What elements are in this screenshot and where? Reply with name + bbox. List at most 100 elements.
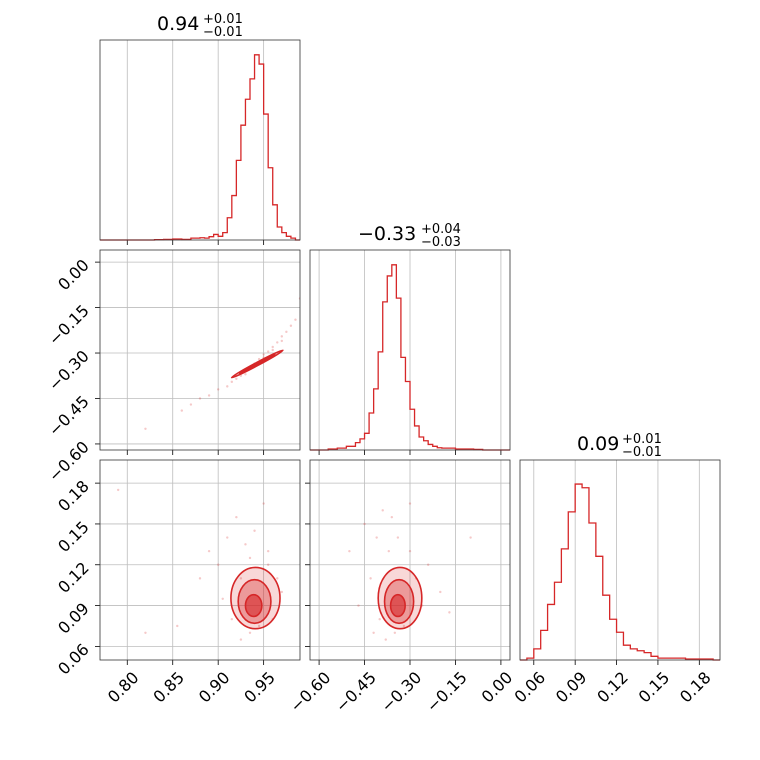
lower_10-scatter-point-4 [207, 394, 211, 397]
lower_10-scatter-point-13 [257, 357, 261, 361]
lower_20-contour-2 [244, 593, 263, 618]
lower_20-scatter-point-18 [276, 577, 279, 580]
title-diag-0-value: 0.94 [157, 13, 199, 35]
title-diag-0-plus: +0.01 [203, 12, 243, 27]
lower_20-scatter-point-12 [248, 631, 252, 634]
lower_20-scatter-point-22 [239, 577, 243, 580]
lower_20-scatter-point-0 [116, 488, 120, 492]
diag_1-histogram [310, 264, 510, 451]
title-diag-1-minus: −0.03 [421, 235, 461, 250]
panel-lower-20 [95, 459, 301, 665]
lower_20-scatter-point-16 [266, 563, 270, 566]
lower_20-scatter-point-21 [248, 556, 252, 560]
diag_0-histogram [100, 54, 300, 241]
y-tick-label-row2-2: 0.12 [54, 558, 93, 597]
lower_10-scatter-point-16 [271, 345, 274, 349]
lower_20-scatter-point-19 [280, 590, 284, 594]
x-tick-label-col1-4: 0.00 [478, 668, 517, 707]
lower_20-scatter-point-8 [230, 617, 234, 621]
y-tick-label-row1-2: −0.30 [45, 346, 93, 394]
lower_21-scatter-point-1 [357, 604, 360, 607]
lower_21-frame [309, 459, 511, 661]
lower_10-scatter-point-0 [144, 427, 147, 430]
lower_20-content [116, 488, 284, 641]
lower_21-scatter-point-9 [387, 549, 390, 553]
x-tick-label-col2-1: 0.09 [552, 668, 591, 707]
title-diag-1-value: −0.33 [358, 223, 416, 245]
lower_21-scatter-point-3 [369, 577, 372, 580]
y-tick-label-row1-0: 0.00 [54, 256, 93, 295]
lower_10-scatter-point-5 [216, 388, 220, 391]
lower_10-scatter-point-23 [244, 373, 247, 376]
y-tick-label-row2-4: 0.06 [54, 640, 93, 679]
lower_10-scatter-point-8 [235, 377, 238, 380]
x-tick-label-col1-0: −0.60 [286, 668, 334, 716]
x-tick-label-col1-3: −0.15 [423, 668, 471, 716]
lower_10-scatter-point-15 [266, 350, 270, 353]
lower_10-scatter-point-27 [280, 339, 284, 343]
lower_20-scatter-point-4 [207, 549, 211, 553]
x-tick-label-col0-2: 0.90 [195, 668, 234, 707]
x-tick-label-col2-3: 0.15 [635, 668, 674, 707]
lower_10-scatter-point-26 [271, 348, 274, 352]
x-tick-label-col1-1: −0.45 [332, 668, 380, 716]
lower_10-scatter-point-2 [189, 403, 193, 406]
lower_10-scatter-point-6 [226, 385, 229, 388]
lower_10-scatter-point-9 [239, 374, 243, 377]
lower_20-scatter-point-10 [239, 638, 243, 641]
lower_21-content [348, 502, 472, 641]
title-diag-2-plus: +0.01 [622, 432, 662, 447]
title-diag-1-plus: +0.04 [421, 222, 461, 237]
lower_10-content [144, 297, 300, 430]
panel-diag-1 [309, 249, 511, 455]
lower_21-scatter-point-19 [469, 536, 472, 539]
lower_10-scatter-point-1 [180, 409, 184, 412]
x-tick-label-col2-0: 0.06 [510, 668, 549, 707]
lower_21-scatter-point-11 [393, 631, 397, 634]
lower_21-scatter-point-4 [372, 631, 375, 634]
y-tick-label-row2-3: 0.09 [54, 599, 93, 638]
lower_10-scatter-point-7 [230, 380, 234, 384]
x-tick-label-col2-4: 0.18 [676, 668, 715, 707]
panel-lower-21 [305, 459, 511, 665]
lower_20-scatter-point-14 [257, 624, 261, 628]
lower_21-scatter-point-2 [363, 522, 366, 526]
lower_21-scatter-point-0 [348, 549, 351, 553]
lower_10-frame [99, 249, 301, 451]
diag_1-frame [309, 249, 511, 451]
lower_21-scatter-point-5 [375, 536, 378, 539]
lower_20-scatter-point-11 [244, 543, 247, 546]
lower_20-scatter-point-5 [216, 563, 220, 566]
lower_10-scatter-point-20 [289, 324, 293, 327]
lower_20-scatter-point-20 [266, 549, 270, 553]
lower_20-scatter-point-7 [226, 536, 229, 539]
x-tick-label-col0-0: 0.80 [104, 668, 143, 707]
title-diag-2-value: 0.09 [577, 433, 619, 455]
lower_21-contour-2 [389, 593, 406, 618]
lower_20-scatter-point-1 [144, 631, 147, 634]
lower_21-scatter-point-12 [396, 536, 400, 539]
panel-lower-10 [95, 249, 301, 455]
lower_20-scatter-point-9 [235, 515, 238, 519]
lower_21-scatter-point-10 [390, 515, 394, 519]
lower_10-scatter-point-3 [198, 397, 202, 400]
tick-labels: 0.80 0.85 0.90 0.95 −0.60−0.45−0.30−0.15 0.00… [45, 256, 715, 716]
lower_20-scatter-point-3 [198, 577, 202, 580]
y-tick-label-row1-3: −0.45 [45, 392, 93, 440]
lower_21-scatter-point-7 [381, 509, 384, 512]
x-tick-label-col1-2: −0.30 [377, 668, 425, 716]
lower_20-scatter-point-6 [221, 597, 224, 600]
lower_10-scatter-point-14 [262, 353, 265, 356]
lower_10-scatter-point-21 [294, 318, 297, 321]
lower_21-scatter-point-6 [378, 617, 381, 621]
lower_21-scatter-point-13 [402, 624, 406, 628]
lower_10-contour-2 [246, 357, 268, 370]
diag_0-frame [99, 39, 301, 241]
x-tick-label-col0-1: 0.85 [149, 668, 188, 707]
x-tick-label-col0-3: 0.95 [240, 668, 279, 707]
panel-diag-2 [519, 459, 721, 665]
lower_20-scatter-point-15 [262, 502, 265, 505]
lower_21-scatter-point-21 [408, 502, 412, 505]
title-diag-2-minus: −0.01 [622, 445, 662, 460]
